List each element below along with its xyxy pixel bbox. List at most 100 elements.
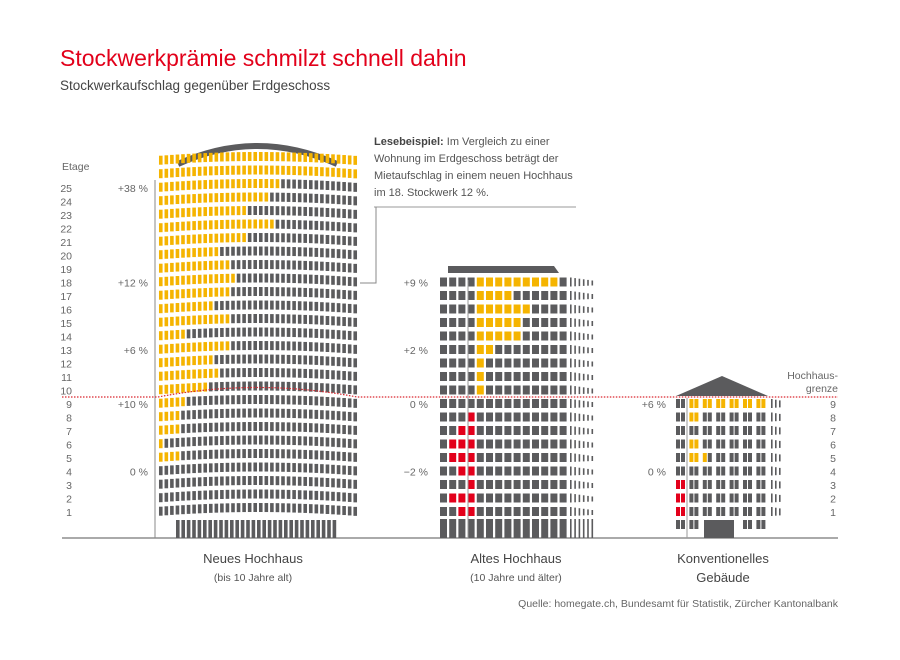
window [308, 409, 313, 419]
window [342, 425, 346, 435]
window [347, 506, 352, 516]
floor-number-right: 5 [830, 453, 836, 465]
premium-window [476, 277, 484, 287]
premium-window [186, 275, 191, 285]
window [522, 372, 530, 381]
window [325, 383, 330, 393]
window [336, 343, 341, 353]
window [192, 437, 196, 447]
window [353, 466, 358, 476]
window [353, 479, 358, 489]
premium-window [513, 304, 521, 314]
premium-window [197, 180, 202, 190]
window [716, 480, 721, 489]
window [325, 437, 330, 447]
premium-window [186, 302, 191, 312]
window [236, 341, 241, 351]
window [303, 422, 308, 432]
side-window [771, 466, 773, 476]
window [247, 233, 252, 243]
window [247, 381, 252, 391]
premium-window [158, 236, 163, 246]
premium-window [192, 369, 196, 379]
window [231, 462, 235, 472]
window [550, 372, 558, 381]
window [231, 368, 235, 378]
premium-window [504, 291, 512, 300]
window [476, 466, 484, 476]
ground-floor-window [689, 520, 694, 529]
window [550, 466, 558, 476]
window [467, 399, 475, 408]
window [314, 261, 319, 271]
window [286, 287, 291, 297]
window [214, 409, 219, 419]
window [247, 435, 252, 445]
window [303, 436, 308, 446]
premium-window [270, 219, 274, 229]
window [197, 436, 202, 446]
side-window [779, 400, 781, 408]
window [203, 409, 208, 419]
window [331, 410, 335, 420]
premium-window [225, 341, 230, 351]
window [495, 385, 503, 395]
side-window [578, 427, 581, 435]
window [336, 262, 341, 272]
window [325, 342, 330, 352]
window [761, 466, 766, 476]
window [522, 291, 530, 300]
window [440, 412, 447, 422]
window [353, 439, 358, 449]
window [314, 301, 319, 311]
discount-window [467, 466, 475, 476]
side-window [771, 426, 773, 435]
window [449, 372, 457, 381]
premium-window [231, 165, 235, 175]
window [320, 504, 324, 514]
window [353, 317, 358, 327]
premium-window [181, 221, 185, 231]
side-window [574, 467, 576, 476]
premium-window [486, 291, 493, 300]
window [297, 206, 302, 216]
premium-window [170, 249, 174, 259]
premium-window [336, 154, 341, 164]
window [292, 355, 296, 365]
window [342, 276, 346, 286]
window [676, 426, 680, 435]
window [353, 493, 358, 503]
floor-number: 14 [60, 332, 72, 344]
window [440, 439, 447, 449]
window [331, 181, 335, 191]
floor-number: 12 [60, 359, 72, 371]
window [231, 476, 235, 486]
window [303, 463, 308, 473]
window [220, 408, 224, 418]
window [242, 314, 246, 324]
window [449, 507, 457, 516]
premium-window [181, 329, 185, 339]
side-window [574, 278, 576, 287]
window [504, 480, 512, 489]
premium-window [175, 289, 180, 299]
premium-window [158, 371, 163, 381]
premium-window [236, 206, 241, 216]
window [236, 300, 241, 310]
window [486, 412, 493, 422]
window [458, 480, 466, 489]
window [270, 287, 274, 297]
premium-window [476, 291, 484, 300]
window [242, 503, 246, 513]
window [320, 221, 324, 231]
window [242, 395, 246, 405]
window [231, 314, 235, 324]
window [242, 341, 246, 351]
side-window [591, 375, 594, 380]
window [513, 345, 521, 354]
side-window [779, 494, 781, 502]
window [325, 464, 330, 474]
discount-window [676, 493, 680, 503]
window [203, 396, 208, 406]
premium-window [270, 152, 274, 162]
